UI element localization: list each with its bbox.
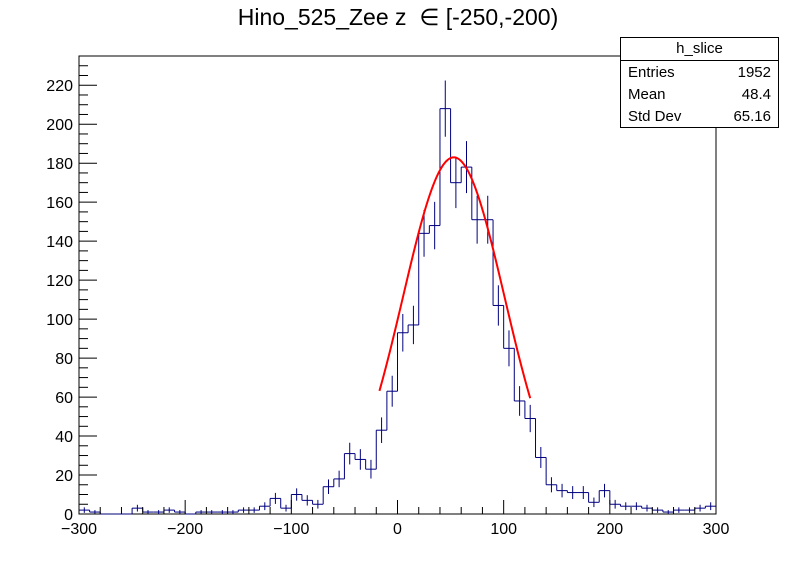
y-tick-label: 60 <box>55 390 73 407</box>
x-tick-label: −100 <box>273 521 309 538</box>
y-tick-label: 200 <box>46 117 73 134</box>
y-tick-label: 160 <box>46 195 73 212</box>
x-tick-label: 0 <box>393 521 402 538</box>
y-tick-label: 80 <box>55 351 73 368</box>
x-tick-label: −300 <box>61 521 97 538</box>
stats-row-entries: Entries 1952 <box>621 61 778 83</box>
y-tick-label: 20 <box>55 468 73 485</box>
stats-label: Mean <box>628 86 666 103</box>
stats-box: h_slice Entries 1952 Mean 48.4 Std Dev 6… <box>620 37 779 128</box>
stats-box-name: h_slice <box>621 38 778 61</box>
stats-row-mean: Mean 48.4 <box>621 83 778 105</box>
x-tick-label: 100 <box>490 521 517 538</box>
x-tick-label: 200 <box>596 521 623 538</box>
x-tick-label: −200 <box>167 521 203 538</box>
stats-value: 65.16 <box>733 108 771 125</box>
y-tick-label: 100 <box>46 312 73 329</box>
y-tick-label: 140 <box>46 234 73 251</box>
histogram-layer <box>78 108 716 515</box>
fit-layer <box>378 156 532 399</box>
y-tick-label: 220 <box>46 78 73 95</box>
x-tick-label: 300 <box>703 521 730 538</box>
stats-row-stddev: Std Dev 65.16 <box>621 105 778 127</box>
stats-label: Entries <box>628 64 675 81</box>
y-tick-label: 0 <box>64 507 73 524</box>
axis-layer: −300 −200 −100 0 100 200 300 0 20 40 60 80 100 120 140… <box>46 55 730 538</box>
stats-value: 48.4 <box>741 86 771 103</box>
y-tick-label: 120 <box>46 273 73 290</box>
error-bar-layer <box>83 80 712 514</box>
stats-value: 1952 <box>737 64 771 81</box>
y-tick-label: 180 <box>46 156 73 173</box>
fit-curve <box>378 156 532 399</box>
stats-label: Std Dev <box>628 108 682 125</box>
y-tick-label: 40 <box>55 429 73 446</box>
chart-title: Hino_525_Zee z ∈ [-250,-200) <box>237 4 559 30</box>
